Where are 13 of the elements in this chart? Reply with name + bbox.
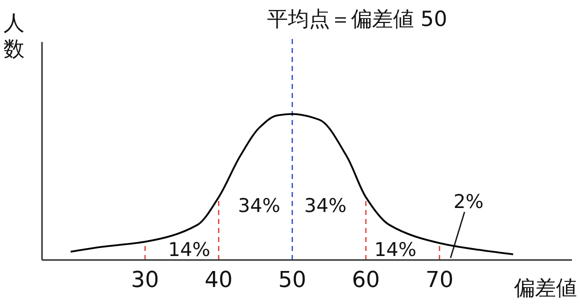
annotation: 34% <box>304 195 347 218</box>
x-tick-label: 70 <box>426 268 454 293</box>
annotation: 34% <box>238 195 280 218</box>
x-tick-label: 50 <box>278 268 306 293</box>
x-tick-label: 40 <box>204 268 233 293</box>
annotation: 14% <box>374 239 416 261</box>
annotation: 2% <box>453 190 484 213</box>
chart-title: 平均点＝偏差値 50 <box>266 7 448 31</box>
y-axis-title: 人数 <box>4 11 24 61</box>
x-axis-title: 偏差値 <box>514 276 577 300</box>
annotation: 14% <box>168 239 210 261</box>
x-tick-label: 60 <box>352 268 380 293</box>
x-tick-label: 30 <box>131 268 160 293</box>
